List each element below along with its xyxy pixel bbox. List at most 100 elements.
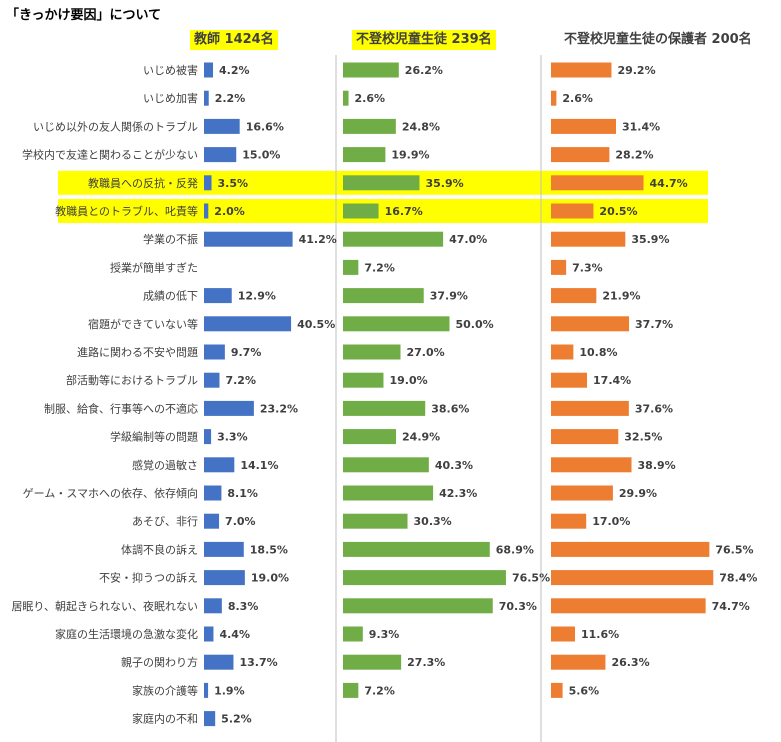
student-bar (343, 598, 493, 614)
teacher-bar (204, 570, 245, 586)
student-bar (343, 570, 506, 586)
parent-bar (551, 541, 710, 557)
category-label: 授業が簡単すぎた (110, 260, 198, 274)
student-value-label: 76.5% (512, 572, 550, 585)
parent-value-label: 10.8% (579, 346, 617, 359)
teacher-bar (204, 118, 240, 134)
category-label: 成績の低下 (143, 289, 198, 303)
parent-value-label: 29.9% (619, 487, 657, 500)
category-label: 学級編制等の問題 (110, 430, 198, 444)
parent-value-label: 2.6% (562, 92, 593, 105)
parent-value-label: 26.3% (611, 656, 649, 669)
parent-bar (551, 682, 563, 698)
teacher-bar (204, 400, 254, 416)
student-bar (343, 626, 363, 642)
student-value-label: 19.9% (391, 149, 429, 162)
parent-value-label: 74.7% (712, 600, 750, 613)
teacher-bar (204, 513, 220, 529)
teacher-value-label: 13.7% (239, 656, 277, 669)
category-label: あそび、非行 (132, 515, 198, 528)
category-label: 家族の介護等 (132, 683, 198, 697)
teacher-value-label: 1.9% (214, 684, 245, 697)
parent-bar (551, 372, 588, 388)
student-bar (343, 513, 408, 529)
teacher-bar (204, 175, 212, 191)
parent-value-label: 76.5% (715, 543, 753, 556)
parent-bar (551, 147, 610, 163)
student-value-label: 42.3% (439, 487, 477, 500)
category-label: 学業の不振 (143, 232, 198, 246)
parent-value-label: 5.6% (569, 684, 600, 697)
teacher-bar (204, 62, 214, 78)
student-bar (343, 316, 450, 332)
teacher-value-label: 40.5% (297, 318, 335, 331)
chart-title: 「きっかけ要因」について (6, 8, 162, 23)
student-value-label: 27.0% (407, 346, 445, 359)
category-label: いじめ加害 (143, 91, 198, 105)
parent-value-label: 29.2% (617, 64, 655, 77)
student-value-label: 40.3% (435, 459, 473, 472)
parent-value-label: 38.9% (638, 459, 676, 472)
student-bar (343, 485, 434, 501)
teacher-bar (204, 711, 216, 727)
category-label: 制服、給食、行事等への不適応 (44, 401, 198, 415)
parent-bar (551, 598, 706, 614)
student-value-label: 9.3% (369, 628, 400, 641)
student-value-label: 38.6% (431, 402, 469, 415)
parent-bar (551, 118, 616, 134)
parent-bar (551, 175, 644, 191)
student-bar (343, 541, 490, 557)
teacher-value-label: 3.5% (218, 177, 249, 190)
teacher-bar (204, 541, 244, 557)
parent-value-label: 35.9% (631, 233, 669, 246)
teacher-value-label: 9.7% (231, 346, 262, 359)
teacher-value-label: 3.3% (217, 431, 248, 444)
teacher-bar (204, 231, 293, 247)
teacher-bar (204, 654, 234, 670)
student-value-label: 47.0% (449, 233, 487, 246)
parent-value-label: 17.4% (593, 374, 631, 387)
teacher-bar (204, 90, 209, 106)
category-label: いじめ被害 (143, 63, 198, 77)
student-value-label: 2.6% (355, 92, 386, 105)
category-label: 学校内で友達と関わることが少ない (22, 148, 198, 162)
student-bar (343, 203, 379, 219)
teacher-bar (204, 288, 232, 304)
student-value-label: 19.0% (389, 374, 427, 387)
student-value-label: 24.9% (402, 431, 440, 444)
student-value-label: 68.9% (496, 543, 534, 556)
category-label: 教職員への反抗・反発 (88, 176, 198, 190)
parent-bar (551, 485, 613, 501)
teacher-value-label: 14.1% (240, 459, 278, 472)
student-bar (343, 682, 359, 698)
parent-bar (551, 90, 557, 106)
student-bar (343, 231, 444, 247)
parent-bar (551, 231, 626, 247)
parent-value-label: 78.4% (719, 572, 757, 585)
student-series-header: 不登校児童生徒 239名 (352, 30, 496, 50)
parent-bar (551, 654, 606, 670)
student-value-label: 26.2% (405, 64, 443, 77)
student-bar (343, 344, 401, 360)
parent-bar (551, 288, 597, 304)
parent-bar (551, 429, 619, 445)
student-value-label: 35.9% (425, 177, 463, 190)
teacher-value-label: 18.5% (250, 543, 288, 556)
student-bar (343, 429, 397, 445)
parent-value-label: 44.7% (650, 177, 688, 190)
student-value-label: 7.2% (364, 684, 395, 697)
parent-value-label: 32.5% (624, 431, 662, 444)
category-label: ゲーム・スマホへの依存、依存傾向 (23, 486, 198, 500)
teacher-value-label: 15.0% (242, 149, 280, 162)
teacher-bar (204, 626, 214, 642)
teacher-bar (204, 344, 225, 360)
student-bar (343, 654, 402, 670)
student-value-label: 37.9% (430, 290, 468, 303)
parent-bar (551, 344, 574, 360)
student-bar (343, 175, 420, 191)
teacher-value-label: 12.9% (238, 290, 276, 303)
teacher-value-label: 8.3% (228, 600, 259, 613)
category-label: 宿題ができていない等 (88, 317, 198, 331)
teacher-value-label: 2.2% (215, 92, 246, 105)
